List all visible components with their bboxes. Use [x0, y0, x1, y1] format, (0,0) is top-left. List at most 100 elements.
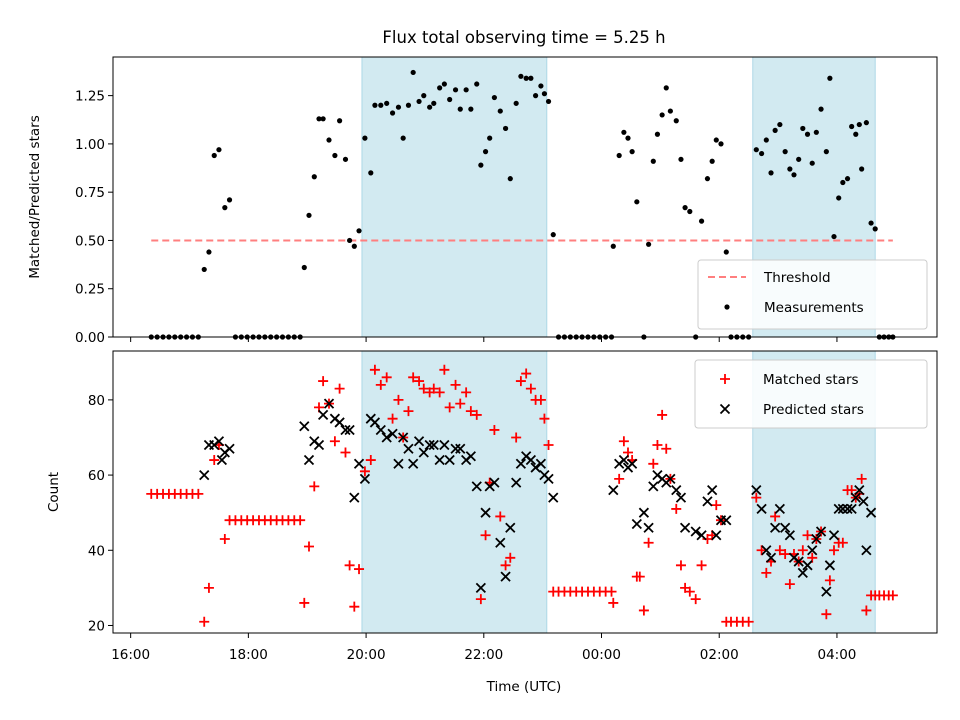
legend-matched-swatch	[720, 374, 730, 384]
matched-stars-point	[614, 473, 625, 484]
measurement-point	[763, 137, 769, 143]
predicted-stars-point	[648, 481, 659, 492]
measurement-point	[513, 100, 519, 106]
measurement-point	[226, 197, 233, 203]
predicted-stars-point	[751, 484, 762, 496]
x-tick-label: 00:00	[582, 647, 621, 663]
matched-stars-point	[634, 571, 645, 582]
measurement-point	[787, 166, 793, 172]
matched-stars-point	[543, 440, 554, 450]
measurement-point	[800, 125, 806, 132]
matched-stars-point	[434, 387, 445, 398]
measurement-point	[772, 127, 778, 133]
predicted-stars-point	[765, 552, 777, 563]
measurement-point	[523, 75, 529, 81]
matched-stars-point	[539, 413, 550, 424]
predicted-stars-point	[444, 454, 455, 466]
matched-stars-point	[465, 406, 476, 417]
measurement-point	[856, 121, 862, 128]
matched-stars-point	[525, 383, 536, 394]
predicted-stars-point	[626, 458, 638, 469]
matched-stars-point	[489, 424, 500, 435]
matched-stars-point	[657, 409, 668, 420]
y-axis-label-bottom: Count	[46, 472, 62, 512]
predicted-stars-point	[770, 522, 781, 533]
measurement-point	[405, 102, 412, 108]
predicted-stars-point	[608, 484, 619, 496]
matched-stars-point	[199, 616, 210, 627]
matched-stars-point	[756, 545, 767, 556]
matched-stars-point	[334, 383, 345, 394]
measurement-point	[216, 147, 222, 153]
measurement-point	[463, 87, 469, 93]
measurement-point	[777, 121, 783, 128]
predicted-stars-point	[424, 439, 435, 451]
predicted-stars-point	[815, 526, 827, 537]
predicted-stars-point	[793, 556, 804, 567]
predicted-stars-point	[833, 503, 844, 515]
measurement-point	[621, 129, 627, 135]
predicted-stars-point	[216, 454, 228, 466]
measurement-point	[431, 100, 437, 106]
measurement-point	[452, 87, 459, 93]
measurement-point	[868, 220, 874, 226]
y-tick-label-bottom: 20	[88, 618, 105, 634]
predicted-stars-point	[418, 447, 429, 458]
matched-stars-point	[349, 601, 360, 612]
legend-bottom: Matched stars Predicted stars	[694, 359, 928, 429]
measurement-point	[389, 110, 396, 116]
observing-window-bottom-1	[361, 350, 548, 634]
measurement-point	[316, 116, 322, 122]
measurement-point	[659, 112, 665, 118]
measurement-point	[427, 104, 433, 110]
predicted-stars-point	[824, 560, 836, 571]
measurement-point	[384, 100, 390, 106]
legend-box-top	[697, 259, 928, 330]
legend-box-bottom	[694, 359, 928, 429]
predicted-stars-point	[428, 439, 439, 451]
predicted-stars-point	[761, 545, 772, 556]
matched-stars-point	[675, 560, 686, 571]
legend-measurements-label: Measurements	[764, 300, 864, 316]
matched-stars-point	[500, 560, 511, 571]
measurement-point	[400, 135, 406, 141]
predicted-stars-point	[802, 560, 813, 571]
predicted-stars-point	[707, 484, 718, 496]
matched-stars-point	[652, 440, 663, 450]
measurement-point	[478, 162, 484, 168]
measurement-point	[378, 102, 384, 108]
predicted-stars-point	[756, 503, 767, 515]
measurement-point	[457, 106, 463, 112]
measurement-point	[416, 98, 422, 105]
measurement-point	[351, 243, 357, 249]
matched-stars-point	[393, 394, 404, 405]
matched-stars-point	[711, 500, 722, 511]
matched-stars-point	[690, 594, 701, 605]
predicted-stars-point	[475, 582, 486, 594]
matched-stars-point	[444, 402, 455, 413]
matched-stars-point	[638, 605, 649, 616]
y-tick-label-bottom: 40	[88, 543, 105, 559]
measurement-point	[840, 179, 846, 186]
measurement-point	[818, 106, 824, 112]
measurement-point	[437, 85, 443, 91]
measurement-point	[804, 131, 811, 137]
predicted-stars-point	[842, 503, 853, 515]
legend-predicted-label: Predicted stars	[763, 402, 864, 418]
measurement-point	[538, 83, 544, 89]
legend-threshold-label: Threshold	[763, 270, 831, 286]
legend-matched-label: Matched stars	[763, 372, 859, 388]
y-tick-label-bottom: 80	[88, 393, 105, 409]
measurement-point	[482, 149, 489, 155]
y-tick-label-top: 0.75	[75, 185, 105, 201]
predicted-stars-point	[696, 530, 707, 541]
measurement-point	[827, 75, 833, 81]
matched-stars-point	[309, 481, 320, 492]
predicted-stars-point	[774, 503, 785, 515]
measurement-point	[491, 94, 497, 101]
measurement-point	[356, 228, 362, 234]
legend-top: Threshold Measurements	[697, 259, 928, 330]
measurement-point	[687, 208, 693, 215]
matched-stars-point	[821, 609, 832, 620]
measurement-point	[678, 156, 684, 162]
